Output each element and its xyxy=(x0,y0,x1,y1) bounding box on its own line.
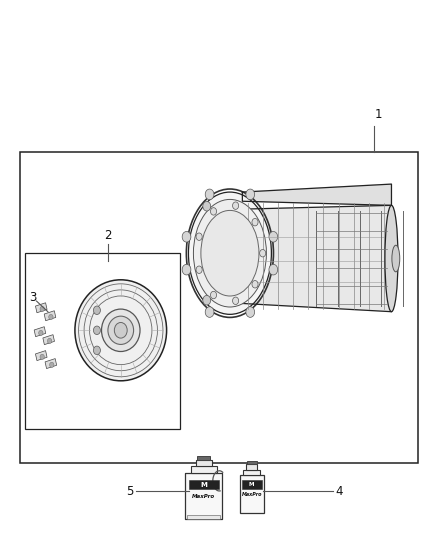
Text: 5: 5 xyxy=(126,485,133,498)
Circle shape xyxy=(246,306,254,317)
Circle shape xyxy=(40,306,44,312)
Bar xyxy=(20,152,418,463)
Ellipse shape xyxy=(385,205,398,312)
Circle shape xyxy=(205,189,214,200)
Ellipse shape xyxy=(201,211,259,296)
Bar xyxy=(43,335,54,345)
Circle shape xyxy=(269,264,278,275)
Circle shape xyxy=(93,326,100,335)
Bar xyxy=(240,475,264,513)
Bar xyxy=(197,456,210,459)
Circle shape xyxy=(205,306,214,317)
Bar xyxy=(44,311,56,321)
Circle shape xyxy=(269,231,278,242)
Bar xyxy=(34,327,46,337)
Circle shape xyxy=(49,362,54,368)
Text: 3: 3 xyxy=(29,291,37,304)
Ellipse shape xyxy=(75,280,166,381)
Text: M: M xyxy=(200,482,207,488)
Ellipse shape xyxy=(102,309,140,351)
Circle shape xyxy=(233,202,239,209)
Ellipse shape xyxy=(392,245,400,272)
Circle shape xyxy=(93,306,100,314)
Ellipse shape xyxy=(188,192,272,314)
Bar xyxy=(45,359,57,368)
Circle shape xyxy=(211,292,216,299)
Bar xyxy=(242,480,262,489)
Text: 1: 1 xyxy=(374,109,382,122)
Circle shape xyxy=(233,297,239,304)
Bar xyxy=(191,466,217,473)
Text: MaxPro: MaxPro xyxy=(192,494,215,498)
Bar xyxy=(185,473,222,519)
Circle shape xyxy=(40,354,44,360)
Circle shape xyxy=(47,338,52,344)
Polygon shape xyxy=(240,205,392,312)
Bar xyxy=(187,515,220,519)
Bar xyxy=(25,253,180,429)
Bar xyxy=(244,470,260,475)
Bar xyxy=(189,480,219,489)
Bar xyxy=(35,303,47,313)
Circle shape xyxy=(114,322,127,338)
Text: 4: 4 xyxy=(336,485,343,498)
Circle shape xyxy=(203,295,211,305)
Circle shape xyxy=(39,330,43,336)
Circle shape xyxy=(196,266,202,273)
Bar xyxy=(195,459,212,466)
Ellipse shape xyxy=(108,316,134,344)
Bar xyxy=(35,351,47,361)
Bar xyxy=(247,464,257,470)
Text: 2: 2 xyxy=(104,229,111,242)
Circle shape xyxy=(260,249,266,257)
Circle shape xyxy=(252,280,258,288)
Circle shape xyxy=(49,314,53,320)
Bar xyxy=(247,461,257,464)
Circle shape xyxy=(196,233,202,240)
Polygon shape xyxy=(242,184,392,205)
Circle shape xyxy=(93,346,100,354)
Circle shape xyxy=(252,219,258,226)
Ellipse shape xyxy=(194,199,266,307)
Circle shape xyxy=(246,189,254,200)
Circle shape xyxy=(203,201,211,211)
Text: MaxPro: MaxPro xyxy=(241,492,262,497)
Circle shape xyxy=(182,231,191,242)
Text: M: M xyxy=(249,482,254,487)
Circle shape xyxy=(182,264,191,275)
Circle shape xyxy=(211,208,216,215)
